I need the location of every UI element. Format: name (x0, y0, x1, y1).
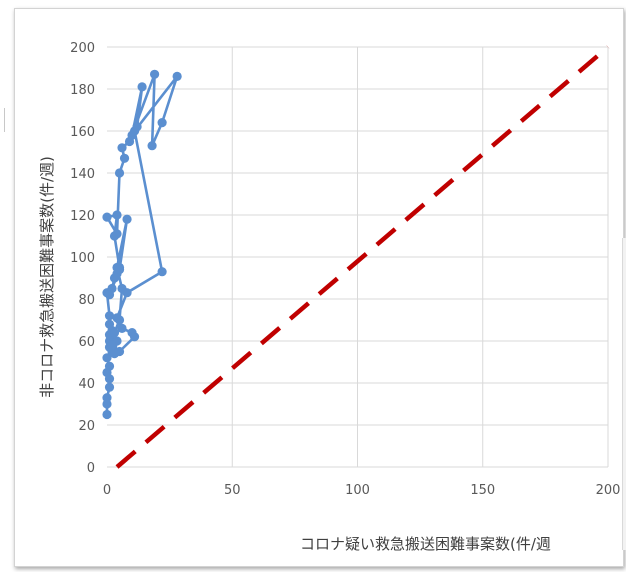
data-point (114, 168, 125, 178)
y-tick-label: 80 (78, 293, 95, 308)
tick-labels: 0 20 40 60 80 100 120 140 160 180 200 0 50 100 150 200 (70, 41, 620, 498)
x-tick-label: 50 (224, 483, 241, 498)
data-point (114, 265, 125, 275)
data-point (129, 126, 140, 136)
data-point (107, 340, 117, 350)
series-line (105, 73, 179, 415)
data-point (102, 353, 112, 363)
x-tick-label: 200 (596, 483, 621, 498)
data-point (112, 229, 122, 239)
y-tick-label: 120 (70, 209, 95, 224)
reference-line-layer (115, 45, 610, 469)
data-point (117, 323, 127, 333)
y-tick-label: 200 (70, 41, 95, 56)
data-point (102, 409, 112, 420)
data-point (157, 267, 167, 277)
data-point (149, 69, 160, 79)
y-tick-label: 180 (70, 83, 95, 98)
data-point (117, 283, 127, 294)
data-series-layer (102, 69, 182, 420)
data-point (104, 290, 115, 300)
data-point (117, 143, 127, 153)
reference-line (115, 45, 610, 469)
data-point (112, 210, 122, 220)
data-point (129, 332, 140, 342)
y-tick-label: 0 (87, 461, 95, 476)
data-point (104, 311, 115, 321)
data-point (137, 82, 147, 92)
x-tick-label: 150 (470, 483, 495, 498)
data-point (122, 214, 132, 224)
y-axis-label: 非コロナ救急搬送困難事案数(件/週) (38, 156, 56, 398)
x-axis-label: コロナ疑い救急搬送困難事案数(件/週 (300, 535, 551, 553)
data-point (109, 349, 120, 359)
y-tick-label: 20 (78, 419, 95, 434)
gridlines (107, 46, 609, 468)
data-point (109, 328, 120, 338)
data-point (104, 361, 115, 371)
y-tick-label: 160 (70, 125, 95, 140)
adjacent-panel-edge (622, 238, 626, 550)
data-point (104, 382, 115, 392)
x-tick-label: 0 (103, 483, 111, 498)
y-tick-label: 100 (70, 251, 95, 266)
x-tick-label: 100 (345, 483, 370, 498)
data-point (114, 315, 125, 325)
y-tick-label: 140 (70, 167, 95, 182)
data-point (172, 71, 182, 81)
data-point (102, 212, 112, 222)
y-tick-label: 60 (78, 335, 95, 350)
data-point (119, 153, 130, 163)
data-point (102, 399, 112, 409)
data-point (102, 393, 112, 403)
data-point (157, 118, 167, 128)
data-point (147, 141, 157, 151)
scan-edge-mark (4, 108, 10, 132)
chart-frame: 0 20 40 60 80 100 120 140 160 180 200 0 50 100 150 200 … (14, 8, 624, 567)
y-tick-label: 40 (78, 377, 95, 392)
data-point (104, 319, 115, 329)
